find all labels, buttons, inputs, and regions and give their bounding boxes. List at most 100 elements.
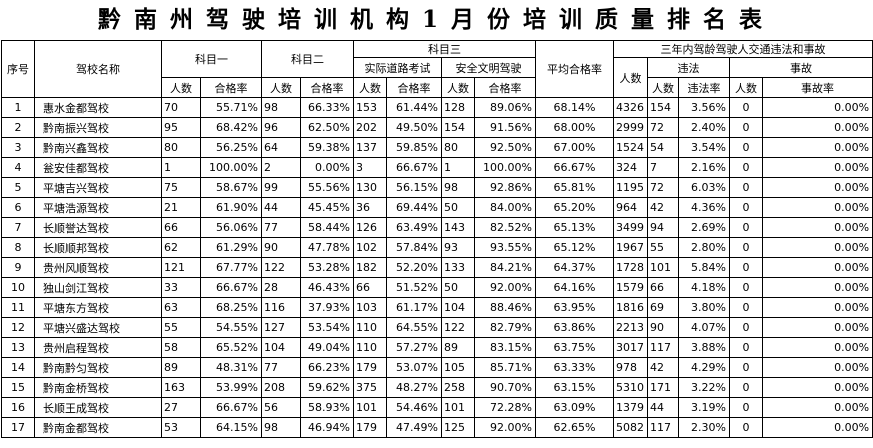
row-accident-rate: 0.00% [761, 417, 873, 438]
row-s1-rate: 54.55% [200, 317, 262, 338]
row-s2-rate: 45.45% [300, 197, 354, 218]
row-seq: 15 [1, 377, 35, 398]
row-s2-count: 77 [261, 357, 301, 378]
header-road-count: 人数 [353, 77, 387, 98]
header-violation-count: 人数 [647, 77, 679, 98]
header-violation-rate: 违法率 [678, 77, 730, 98]
row-s2-count: 116 [261, 297, 301, 318]
row-civil-rate: 85.71% [474, 357, 536, 378]
row-s1-count: 55 [161, 317, 201, 338]
row-accident-rate: 0.00% [761, 377, 873, 398]
row-civil-rate: 82.52% [474, 217, 536, 238]
row-civil-rate: 83.15% [474, 337, 536, 358]
header-accident-rate: 事故率 [761, 77, 873, 98]
row-civil-rate: 82.79% [474, 317, 536, 338]
table-row: 10 独山剑江驾校 33 66.67% 28 46.43% 66 51.52% 50 92.00%… [1, 277, 873, 298]
table-row: 9 贵州风顺驾校 121 67.77% 122 53.28% 182 52.20% 133 84.… [1, 257, 873, 278]
row-s1-rate: 61.29% [200, 237, 262, 258]
row-road-count: 137 [353, 137, 387, 158]
row-road-rate: 56.15% [386, 177, 442, 198]
row-violation-rate: 4.07% [678, 317, 730, 338]
row-road-count: 110 [353, 317, 387, 338]
row-s2-count: 44 [261, 197, 301, 218]
row-violation-rate: 2.40% [678, 117, 730, 138]
row-violation-count: 42 [647, 197, 679, 218]
row-road-rate: 52.20% [386, 257, 442, 278]
row-road-rate: 48.27% [386, 377, 442, 398]
row-civil-rate: 91.56% [474, 117, 536, 138]
row-seq: 5 [1, 177, 35, 198]
row-civil-rate: 72.28% [474, 397, 536, 418]
row-road-rate: 51.52% [386, 277, 442, 298]
row-s2-count: 122 [261, 257, 301, 278]
table-row: 14 黔南黔匀驾校 89 48.31% 77 66.23% 179 53.07% 105 85.7… [1, 357, 873, 378]
row-road-count: 153 [353, 97, 387, 118]
table-row: 6 平塘浩源驾校 21 61.90% 44 45.45% 36 69.44% 50 84.00% 6… [1, 197, 873, 218]
row-drivers-count: 5082 [613, 417, 648, 438]
table-row: 1 惠水金都驾校 70 55.71% 98 66.33% 153 61.44% 128 89.06… [1, 97, 873, 118]
row-drivers-count: 978 [613, 357, 648, 378]
row-violation-count: 117 [647, 337, 679, 358]
row-road-rate: 69.44% [386, 197, 442, 218]
row-seq: 10 [1, 277, 35, 298]
row-s2-rate: 62.50% [300, 117, 354, 138]
row-s2-count: 28 [261, 277, 301, 298]
header-s2-rate: 合格率 [300, 77, 354, 98]
row-violation-rate: 3.56% [678, 97, 730, 118]
row-drivers-count: 1195 [613, 177, 648, 198]
row-s1-rate: 64.15% [200, 417, 262, 438]
row-s1-count: 53 [161, 417, 201, 438]
row-seq: 6 [1, 197, 35, 218]
row-s2-count: 104 [261, 337, 301, 358]
header-drivers-count: 人数 [613, 57, 648, 98]
row-seq: 14 [1, 357, 35, 378]
row-s2-rate: 66.23% [300, 357, 354, 378]
row-seq: 8 [1, 237, 35, 258]
row-s2-count: 98 [261, 97, 301, 118]
row-drivers-count: 3499 [613, 217, 648, 238]
row-s1-count: 66 [161, 217, 201, 238]
row-s1-count: 1 [161, 157, 201, 178]
row-civil-rate: 92.86% [474, 177, 536, 198]
row-s2-rate: 0.00% [300, 157, 354, 178]
header-road-rate: 合格率 [386, 77, 442, 98]
row-s2-rate: 55.56% [300, 177, 354, 198]
row-avg-rate: 63.09% [535, 397, 614, 418]
row-s1-count: 80 [161, 137, 201, 158]
row-s1-count: 63 [161, 297, 201, 318]
row-accident-count: 0 [729, 97, 763, 118]
row-s2-count: 208 [261, 377, 301, 398]
header-subject1: 科目一 [161, 40, 262, 78]
row-avg-rate: 65.20% [535, 197, 614, 218]
row-accident-count: 0 [729, 197, 763, 218]
row-civil-rate: 100.00% [474, 157, 536, 178]
row-accident-count: 0 [729, 217, 763, 238]
row-violation-count: 7 [647, 157, 679, 178]
row-school: 惠水金都驾校 [34, 97, 162, 118]
header-accident-count: 人数 [729, 77, 763, 98]
row-civil-count: 104 [441, 297, 475, 318]
row-civil-count: 50 [441, 197, 475, 218]
row-violation-rate: 3.22% [678, 377, 730, 398]
row-civil-count: 105 [441, 357, 475, 378]
row-road-rate: 57.27% [386, 337, 442, 358]
row-violation-count: 42 [647, 357, 679, 378]
row-s1-count: 70 [161, 97, 201, 118]
header-s1-rate: 合格率 [200, 77, 262, 98]
row-s1-count: 62 [161, 237, 201, 258]
row-accident-count: 0 [729, 297, 763, 318]
row-accident-rate: 0.00% [761, 337, 873, 358]
row-road-count: 3 [353, 157, 387, 178]
row-violation-rate: 3.54% [678, 137, 730, 158]
header-road-test: 实际道路考试 [353, 57, 442, 78]
row-drivers-count: 1728 [613, 257, 648, 278]
row-seq: 7 [1, 217, 35, 238]
row-violation-count: 55 [647, 237, 679, 258]
row-road-count: 110 [353, 337, 387, 358]
row-civil-count: 93 [441, 237, 475, 258]
row-accident-rate: 0.00% [761, 257, 873, 278]
header-s1-count: 人数 [161, 77, 201, 98]
row-road-count: 179 [353, 357, 387, 378]
row-road-count: 126 [353, 217, 387, 238]
table-row: 3 黔南兴鑫驾校 80 56.25% 64 59.38% 137 59.85% 80 92.50%… [1, 137, 873, 158]
